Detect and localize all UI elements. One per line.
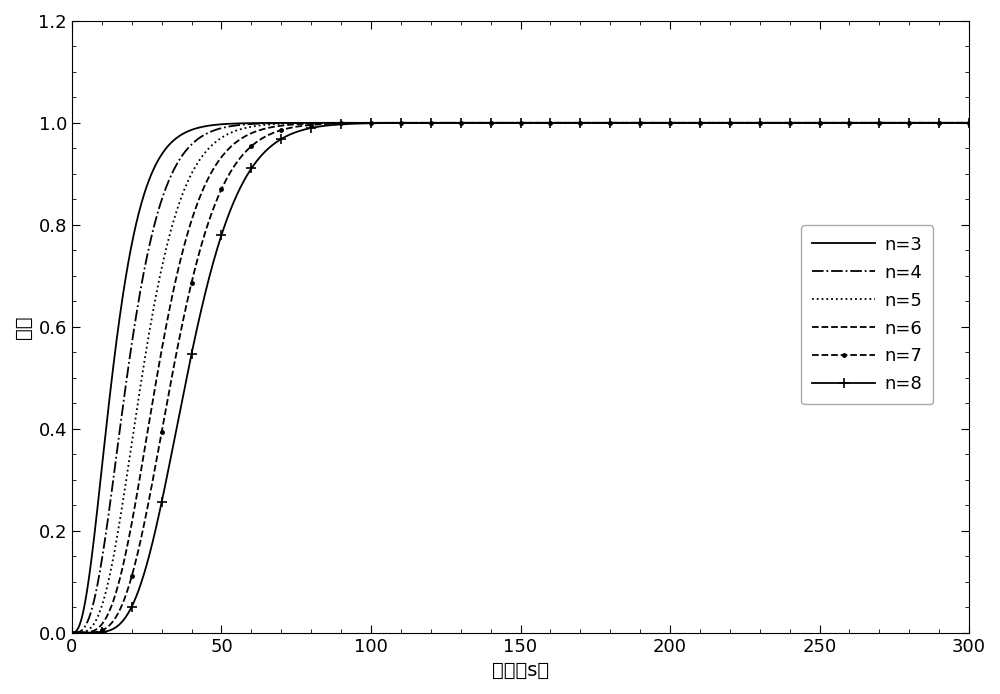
n=4 (773, 119, 785, 127)
n=6 (852, 119, 864, 127)
n=7 (740, 119, 752, 127)
Line: n=5: n=5 (72, 123, 969, 633)
n=5 (278, 119, 290, 128)
n=6 (951, 119, 963, 127)
Line: n=3: n=3 (72, 123, 969, 633)
n=5 (813, 119, 825, 127)
Line: n=8: n=8 (67, 118, 974, 638)
n=5 (472, 119, 484, 127)
n=7 (278, 125, 290, 133)
n=4 (963, 119, 975, 127)
n=6 (278, 121, 290, 130)
n=7 (858, 119, 870, 127)
n=3 (951, 119, 963, 127)
Y-axis label: 振幅: 振幅 (14, 315, 33, 339)
n=5 (963, 119, 975, 127)
n=3 (963, 119, 975, 127)
n=4 (278, 119, 290, 127)
n=4 (76, 625, 88, 634)
n=7 (66, 629, 78, 637)
n=8 (77, 629, 89, 637)
n=8 (740, 119, 752, 127)
n=6 (963, 119, 975, 127)
n=4 (951, 119, 963, 127)
n=8 (963, 119, 975, 127)
n=3 (858, 119, 870, 127)
n=7 (77, 629, 89, 637)
n=4 (858, 119, 870, 127)
n=8 (278, 133, 290, 142)
n=7 (951, 119, 963, 127)
n=3 (76, 611, 88, 620)
n=8 (66, 629, 78, 637)
n=8 (472, 119, 484, 127)
n=8 (924, 119, 936, 127)
n=4 (66, 629, 78, 637)
n=3 (740, 119, 752, 127)
n=7 (472, 119, 484, 127)
n=5 (76, 628, 88, 636)
n=5 (66, 629, 78, 637)
Legend: n=3, n=4, n=5, n=6, n=7, n=8: n=3, n=4, n=5, n=6, n=7, n=8 (801, 225, 933, 404)
Line: n=7: n=7 (68, 119, 973, 636)
n=3 (729, 119, 741, 127)
X-axis label: 时间（s）: 时间（s） (492, 661, 549, 680)
n=3 (278, 119, 290, 127)
n=8 (951, 119, 963, 127)
n=5 (740, 119, 752, 127)
n=4 (472, 119, 484, 127)
Line: n=6: n=6 (72, 123, 969, 633)
n=7 (963, 119, 975, 127)
n=8 (66, 629, 78, 637)
n=5 (951, 119, 963, 127)
n=6 (66, 629, 78, 637)
n=7 (888, 119, 900, 127)
n=7 (66, 629, 78, 637)
n=6 (740, 119, 752, 127)
n=6 (76, 629, 88, 637)
n=6 (858, 119, 870, 127)
n=3 (66, 629, 78, 637)
n=5 (858, 119, 870, 127)
n=8 (858, 119, 870, 127)
n=6 (472, 119, 484, 127)
n=3 (472, 119, 484, 127)
n=4 (740, 119, 752, 127)
Line: n=4: n=4 (72, 123, 969, 633)
